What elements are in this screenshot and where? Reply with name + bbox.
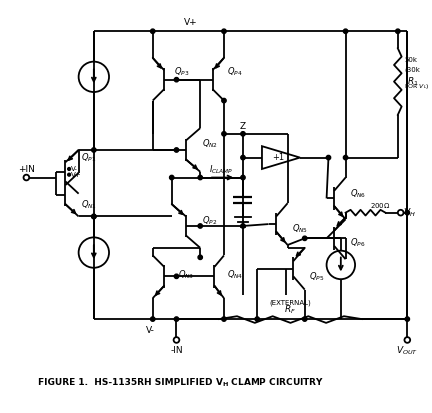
Circle shape <box>174 274 179 278</box>
Circle shape <box>241 155 245 160</box>
Text: $Q_{N4}$: $Q_{N4}$ <box>227 268 243 281</box>
Circle shape <box>92 148 96 152</box>
Circle shape <box>222 132 226 136</box>
Text: Z: Z <box>240 122 246 131</box>
Circle shape <box>174 78 179 82</box>
Text: (EXTERNAL): (EXTERNAL) <box>270 300 311 306</box>
Text: $R_1$: $R_1$ <box>407 75 419 88</box>
Circle shape <box>198 176 203 180</box>
Text: (30k: (30k <box>404 67 420 74</box>
Circle shape <box>343 155 348 160</box>
Circle shape <box>405 317 410 321</box>
Circle shape <box>302 317 307 321</box>
Text: V-: V- <box>71 166 78 172</box>
Circle shape <box>255 317 259 321</box>
Text: -IN: -IN <box>170 346 183 355</box>
Circle shape <box>302 236 307 240</box>
Circle shape <box>396 29 400 33</box>
Text: $Q_{N6}$: $Q_{N6}$ <box>350 188 367 200</box>
Circle shape <box>150 317 155 321</box>
Text: $Q_{P4}$: $Q_{P4}$ <box>227 66 242 78</box>
Text: FIGURE 1.  HS-1135RH SIMPLIFIED: FIGURE 1. HS-1135RH SIMPLIFIED <box>38 378 216 387</box>
Text: V+: V+ <box>71 172 82 178</box>
Circle shape <box>174 317 179 321</box>
Circle shape <box>241 224 245 228</box>
Circle shape <box>405 211 410 215</box>
Circle shape <box>241 132 245 136</box>
Text: $Q_{N1}$: $Q_{N1}$ <box>82 199 98 211</box>
Text: $Q_{N2}$: $Q_{N2}$ <box>202 137 218 150</box>
Text: $R_F$: $R_F$ <box>284 303 296 316</box>
Circle shape <box>326 155 330 160</box>
Text: +1: +1 <box>272 153 284 162</box>
Circle shape <box>241 176 245 180</box>
Circle shape <box>343 29 348 33</box>
Circle shape <box>68 168 70 171</box>
Circle shape <box>92 214 96 218</box>
Text: $\mathbf{V_H}$ CLAMP CIRCUITRY: $\mathbf{V_H}$ CLAMP CIRCUITRY <box>216 377 325 389</box>
Text: $Q_{P3}$: $Q_{P3}$ <box>174 66 189 78</box>
Text: $Q_{P6}$: $Q_{P6}$ <box>350 237 366 249</box>
Circle shape <box>92 214 96 218</box>
Circle shape <box>222 29 226 33</box>
Text: $I_{CLAMP}$: $I_{CLAMP}$ <box>209 164 233 176</box>
Text: V+: V+ <box>184 18 197 27</box>
Text: $Q_{N5}$: $Q_{N5}$ <box>292 223 308 235</box>
Text: V-: V- <box>146 326 155 335</box>
Circle shape <box>169 176 174 180</box>
Text: 200$\Omega$: 200$\Omega$ <box>371 201 391 209</box>
Circle shape <box>198 255 203 259</box>
Text: $V_{OUT}$: $V_{OUT}$ <box>396 344 418 357</box>
Text: 50k: 50k <box>404 57 417 63</box>
Text: FOR $V_L$): FOR $V_L$) <box>404 82 430 91</box>
Circle shape <box>198 224 203 228</box>
Text: $V_H$: $V_H$ <box>403 206 416 219</box>
Text: $Q_{P1}$: $Q_{P1}$ <box>82 151 97 164</box>
Circle shape <box>174 148 179 152</box>
Text: $Q_{P2}$: $Q_{P2}$ <box>202 215 217 228</box>
Text: +IN: +IN <box>18 166 35 174</box>
Text: $Q_{N3}$: $Q_{N3}$ <box>178 268 195 281</box>
Circle shape <box>150 29 155 33</box>
Circle shape <box>68 173 70 176</box>
Text: $Q_{P5}$: $Q_{P5}$ <box>309 270 325 282</box>
Circle shape <box>222 317 226 321</box>
Circle shape <box>222 98 226 103</box>
